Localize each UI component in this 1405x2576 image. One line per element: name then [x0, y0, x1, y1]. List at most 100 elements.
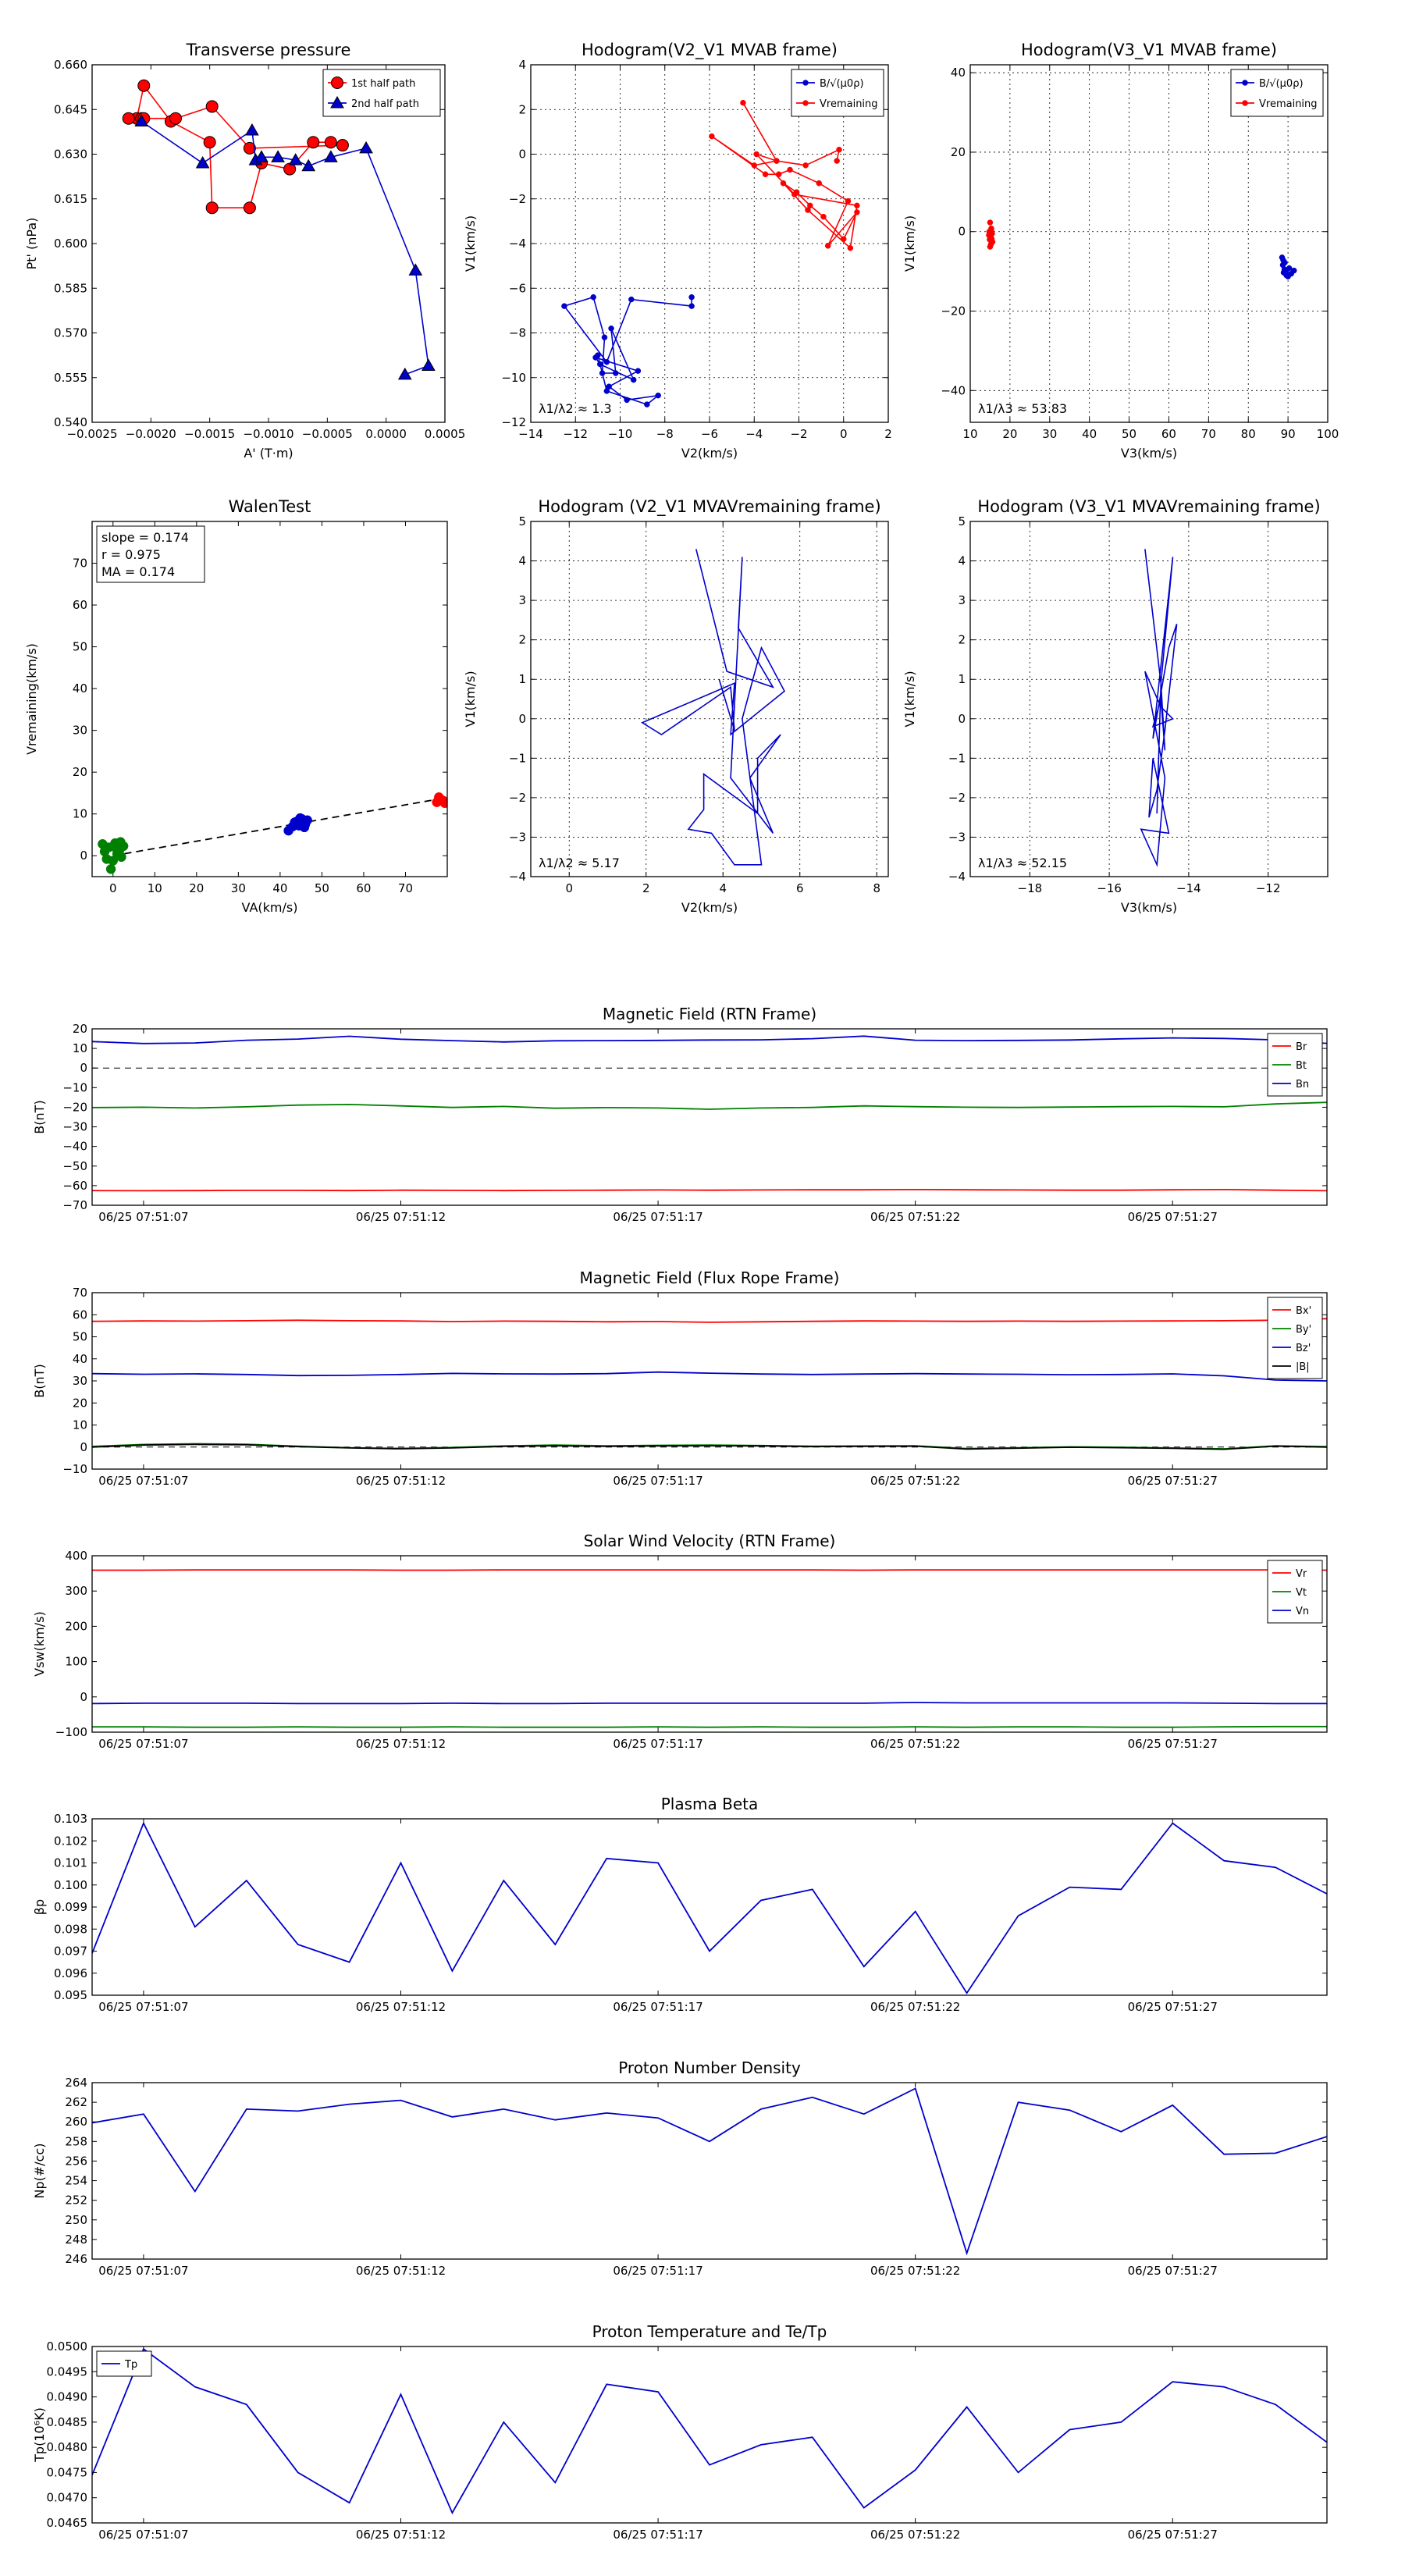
- x-tick-label: 06/25 07:51:27: [1128, 2264, 1218, 2278]
- series-vremaining-point: [780, 180, 787, 187]
- series-vremaining-point: [988, 227, 994, 233]
- series-b-0--point: [613, 370, 619, 376]
- y-tick-label: 0.0485: [47, 2415, 88, 2429]
- series-vremaining-point: [816, 180, 823, 187]
- y-axis-label: B(nT): [32, 1364, 47, 1397]
- series-b-0--point: [601, 334, 608, 340]
- series-tp-line: [92, 2347, 1327, 2515]
- series-br-line: [92, 1188, 1327, 1192]
- y-tick-label: 30: [73, 1374, 87, 1388]
- y-tick-label: 40: [951, 66, 966, 80]
- x-tick-label: 50: [315, 881, 329, 895]
- legend: Vr Vt Vn: [1267, 1560, 1323, 1624]
- plot-area: [92, 1318, 1327, 1450]
- x-tick-label: 06/25 07:51:22: [870, 2264, 960, 2278]
- chart-vsw: Solar Wind Velocity (RTN Frame) 06/25 07:…: [32, 1532, 1328, 1751]
- y-tick-label: 248: [65, 2233, 87, 2247]
- y-tick-label: 1: [518, 672, 526, 686]
- y-tick-label: 4: [518, 58, 526, 72]
- x-tick-label: 06/25 07:51:17: [613, 2000, 702, 2014]
- series-1st-half-path-point: [243, 201, 256, 215]
- x-tick-label: 6: [796, 881, 804, 895]
- annotation-text: λ1/λ2 ≈ 1.3: [539, 401, 612, 416]
- series-vremaining-point: [751, 162, 757, 169]
- series-2nd-half-path-point: [359, 141, 373, 154]
- x-tick-label: 06/25 07:51:17: [613, 1210, 702, 1224]
- y-tick-label: −70: [62, 1198, 87, 1212]
- stats-box: [96, 525, 205, 583]
- series-b-0--point: [595, 352, 601, 358]
- x-tick-label: −18: [1018, 881, 1043, 895]
- x-tick-label: 80: [1241, 427, 1256, 441]
- x-axis-label: V3(km/s): [1121, 446, 1177, 461]
- x-tick-label: 06/25 07:51:22: [870, 2000, 960, 2014]
- x-tick-label: 4: [719, 881, 727, 895]
- y-tick-label: 250: [65, 2213, 87, 2227]
- plot-frame: [91, 2082, 1328, 2260]
- y-tick-label: 70: [73, 557, 87, 571]
- y-tick-label: 0.0470: [47, 2491, 88, 2505]
- legend-box: [1267, 1297, 1323, 1379]
- y-tick-label: 0.540: [54, 415, 87, 429]
- chart-hodo_v2_mvav: Hodogram (V2_V1 MVAVremaining frame) 0 2 4 6…: [463, 497, 889, 915]
- x-tick-label: −0.0015: [184, 427, 235, 441]
- series-1st-half-path-point: [122, 112, 135, 125]
- y-tick-label: 0.097: [54, 1944, 87, 1959]
- plot-frame: [91, 64, 446, 423]
- y-tick-label: 20: [73, 1022, 87, 1036]
- y-tick-label: −40: [941, 383, 966, 397]
- y-tick-label: 0.555: [54, 371, 87, 385]
- x-tick-label: 06/25 07:51:12: [356, 1210, 446, 1224]
- x-tick-label: 40: [1082, 427, 1097, 441]
- series-1st-half-path-point: [283, 162, 297, 176]
- series-vremaining-point: [824, 243, 831, 249]
- series-2nd-half-path-point: [134, 114, 149, 127]
- annotation-text: λ1/λ3 ≈ 52.15: [978, 856, 1067, 870]
- legend-marker: [1242, 100, 1248, 106]
- walen-stats: slope = 0.174 r = 0.975 MA = 0.174: [96, 525, 205, 583]
- chart-tp: Proton Temperature and Te/Tp 06/25 07:51:…: [32, 2322, 1328, 2542]
- y-tick-label: 0.630: [54, 148, 87, 162]
- y-tick-label: −2: [948, 791, 966, 805]
- series-2nd-half-path-point: [195, 155, 210, 169]
- y-axis-label: V1(km/s): [902, 671, 917, 727]
- chart-hodo_v3_mvab: Hodogram(V3_V1 MVAB frame) 10 20 30 40 50 60 70…: [902, 41, 1339, 461]
- x-tick-label: −14: [518, 427, 543, 441]
- series-blue-point: [287, 821, 298, 832]
- series-bn-line: [92, 1035, 1327, 1044]
- plot-area: [92, 1569, 1327, 1728]
- x-tick-label: 60: [1161, 427, 1176, 441]
- chart-title: Hodogram (V2_V1 MVAVremaining frame): [538, 497, 880, 517]
- series-vremaining-point: [753, 151, 759, 158]
- legend: B/√(μ0ρ) Vremaining: [1230, 69, 1324, 117]
- series-2nd-half-path-point: [397, 367, 412, 380]
- plot-frame: [969, 64, 1329, 423]
- x-axis-label: V3(km/s): [1121, 900, 1177, 915]
- y-tick-label: 0: [958, 225, 966, 239]
- series-b-0--line: [563, 296, 692, 405]
- x-tick-label: 06/25 07:51:12: [356, 2264, 446, 2278]
- x-tick-label: 100: [1317, 427, 1339, 441]
- legend-label: B/√(μ0ρ): [1259, 78, 1304, 90]
- y-tick-label: 4: [518, 554, 526, 568]
- legend-label: 1st half path: [351, 78, 415, 90]
- series-green-point: [116, 837, 126, 847]
- y-tick-label: −4: [509, 870, 526, 884]
- y-tick-label: −2: [509, 192, 526, 206]
- y-tick-label: 0.102: [54, 1834, 87, 1848]
- series-b-0--point: [635, 368, 642, 374]
- y-tick-label: 40: [73, 1352, 87, 1366]
- series-b-0--point: [603, 388, 610, 394]
- x-tick-label: 06/25 07:51:17: [613, 1737, 702, 1751]
- series-b-0--point: [644, 401, 650, 407]
- y-tick-label: −10: [62, 1462, 87, 1476]
- series-green-point: [99, 846, 110, 857]
- series-b-0--point: [655, 392, 661, 399]
- y-axis-label: Tp(10⁶K): [32, 2407, 47, 2463]
- chart-beta: Plasma Beta 06/25 07:51:07 06/25 07:51:12 0…: [32, 1795, 1328, 2014]
- plot-area: [98, 792, 447, 874]
- series-vremaining-point: [807, 202, 813, 209]
- y-tick-label: 400: [65, 1549, 87, 1563]
- legend: Tp: [96, 2350, 152, 2377]
- y-tick-label: −60: [62, 1179, 87, 1193]
